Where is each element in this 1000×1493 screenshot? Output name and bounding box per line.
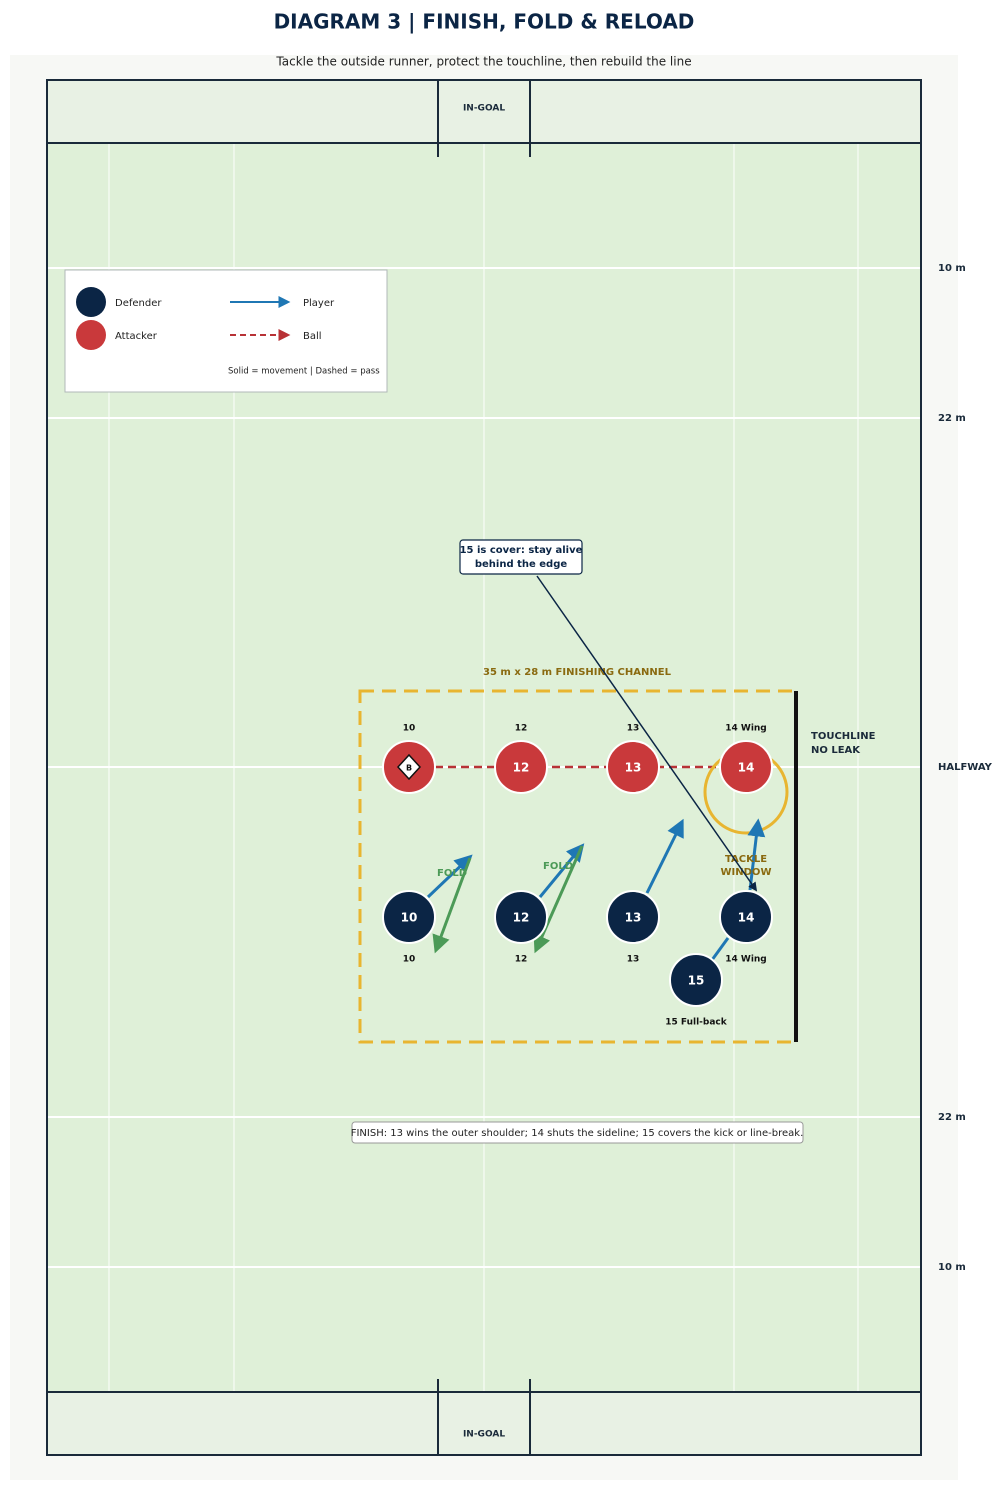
annotation-text: behind the edge	[475, 559, 568, 570]
defender-number: 13	[625, 911, 642, 925]
defender-label: 15 Full-back	[665, 1018, 728, 1028]
ball-label: B	[406, 764, 412, 773]
defender-label: 13	[627, 955, 640, 965]
tackle-window-label: WINDOW	[721, 867, 772, 878]
defender	[494, 890, 548, 944]
title: DIAGRAM 3 | FINISH, FOLD & RELOAD	[274, 10, 695, 34]
attacker-number: 14	[738, 761, 755, 775]
defender-label: 10	[403, 955, 416, 965]
legend	[64, 269, 388, 393]
touchline-label: NO LEAK	[811, 745, 861, 756]
ball-icon	[396, 753, 422, 781]
annotation-box	[459, 539, 583, 575]
field-line-label: 22 m	[938, 1112, 966, 1123]
legend-attacker-icon	[76, 320, 106, 350]
defender-number: 12	[513, 911, 530, 925]
in-goal-area	[47, 80, 921, 143]
in-goal-label: IN-GOAL	[463, 104, 505, 114]
attacker	[606, 740, 660, 794]
legend-defender-icon	[76, 287, 106, 317]
attacker-label: 14 Wing	[725, 724, 767, 734]
legend-label: Player	[303, 298, 335, 309]
finish-note: FINISH: 13 wins the outer shoulder; 14 s…	[351, 1128, 804, 1139]
legend-note: Solid = movement | Dashed = pass	[228, 367, 380, 377]
fold-label: FOLD	[543, 861, 573, 872]
tackle-window-label: TACKLE	[725, 854, 767, 865]
defender-label: 12	[515, 955, 528, 965]
defender-number: 10	[401, 911, 418, 925]
attacker	[719, 740, 773, 794]
annotation-pointer	[536, 575, 758, 892]
attacker-label: 12	[515, 724, 528, 734]
attacker-number: 12	[513, 761, 530, 775]
defender	[382, 890, 436, 944]
movement-arrows	[426, 818, 766, 961]
defender	[719, 890, 773, 944]
legend-label: Attacker	[115, 331, 158, 342]
in-goal-label: IN-GOAL	[463, 1430, 505, 1440]
touchline-label: TOUCHLINE	[811, 731, 876, 742]
defender	[606, 890, 660, 944]
fold-label: FOLD	[437, 868, 467, 879]
legend-label: Ball	[303, 331, 322, 342]
players: 10 B 12 12 13 13 14 Wing 14 10 10 12 12 13 13 14 14 Win…	[382, 724, 773, 1028]
field-line-label: 10 m	[938, 263, 966, 274]
legend-label: Defender	[115, 298, 162, 309]
channel-label: 35 m x 28 m FINISHING CHANNEL	[483, 667, 672, 678]
defender	[669, 953, 723, 1007]
pitch-border	[46, 79, 922, 1456]
finish-note-box	[351, 1121, 804, 1144]
try-lines	[47, 80, 921, 1455]
attacker	[494, 740, 548, 794]
attacker-label: 13	[627, 724, 640, 734]
field-lines	[47, 267, 921, 1268]
defender-number: 15	[688, 974, 705, 988]
field-line-label: HALFWAY	[938, 762, 993, 773]
field-line-label: 10 m	[938, 1262, 966, 1273]
subtitle: Tackle the outside runner, protect the t…	[275, 55, 691, 69]
defender-label: 14 Wing	[725, 955, 767, 965]
finishing-channel	[358, 689, 798, 1044]
attacker-number: 13	[625, 761, 642, 775]
annotation-text: 15 is cover: stay alive	[460, 545, 583, 556]
attacker-label: 10	[403, 724, 416, 734]
defender-number: 14	[738, 911, 755, 925]
in-goal-area	[47, 1392, 921, 1455]
field-line-label: 22 m	[938, 413, 966, 424]
